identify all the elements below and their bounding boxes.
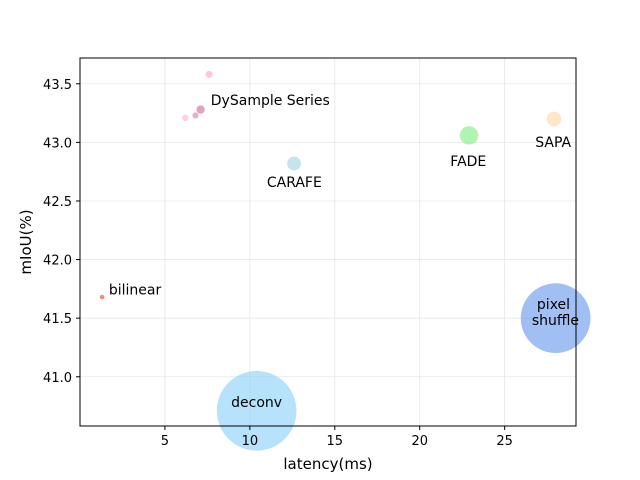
point-sapa — [546, 111, 562, 127]
point-dysample-2 — [196, 105, 205, 114]
point-fade — [459, 126, 479, 145]
annotation-carafe: CARAFE — [267, 175, 322, 191]
y-tick-label: 43.0 — [43, 136, 72, 151]
x-tick-label: 10 — [242, 434, 259, 449]
annotation-fade: FADE — [450, 154, 486, 170]
point-carafe — [287, 156, 301, 171]
y-tick-label: 41.5 — [43, 312, 72, 327]
x-tick-label: 15 — [327, 434, 344, 449]
x-axis-ticks: 5 10 15 20 25 — [161, 426, 513, 449]
point-bilinear — [99, 294, 105, 300]
annotations: DySample Series bilinear CARAFE FADE SAPA pix… — [109, 93, 579, 411]
annotation-bilinear: bilinear — [109, 283, 162, 299]
annotation-dysample-series: DySample Series — [211, 93, 330, 109]
x-axis-label: latency(ms) — [283, 455, 372, 473]
plot-frame — [79, 57, 577, 427]
x-tick-label: 25 — [496, 434, 513, 449]
y-tick-label: 42.0 — [43, 254, 72, 269]
annotation-deconv: deconv — [231, 395, 282, 411]
point-dysample-4 — [182, 114, 189, 122]
point-dysample-3 — [192, 112, 199, 119]
y-tick-label: 42.5 — [43, 195, 72, 210]
y-axis-ticks: 41.0 41.5 42.0 42.5 43.0 43.5 — [43, 78, 80, 386]
annotation-sapa: SAPA — [535, 135, 571, 151]
x-tick-label: 20 — [411, 434, 428, 449]
y-tick-label: 41.0 — [43, 371, 72, 386]
gridlines — [80, 58, 576, 426]
data-points — [99, 70, 591, 451]
point-pixel-shuffle — [520, 283, 591, 354]
point-dysample-1 — [205, 70, 213, 78]
annotation-pixel: pixel — [537, 297, 570, 313]
y-tick-label: 43.5 — [43, 78, 72, 93]
annotation-shuffle: shuffle — [532, 313, 579, 329]
y-axis-label: mIoU(%) — [17, 209, 35, 274]
point-deconv — [216, 370, 297, 451]
x-tick-label: 5 — [161, 434, 169, 449]
